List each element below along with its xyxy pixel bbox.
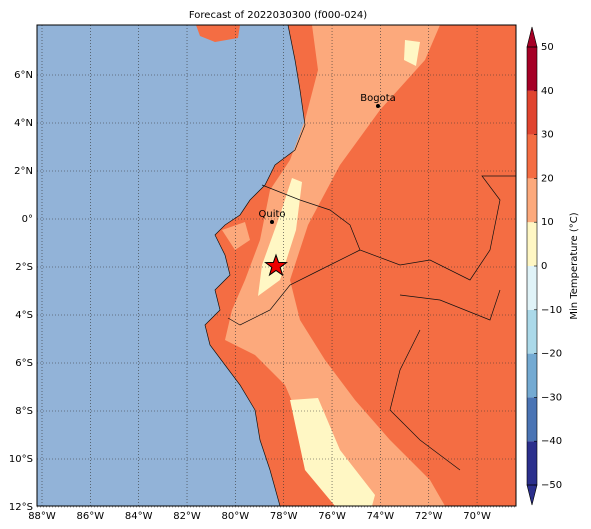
country-border bbox=[261, 175, 516, 281]
colorbar-segment bbox=[527, 178, 537, 223]
city-label: Bogota bbox=[360, 93, 396, 104]
colorbar-segment bbox=[527, 353, 537, 398]
temp-region bbox=[404, 40, 420, 66]
city-bogota: Bogota bbox=[360, 93, 396, 108]
y-tick-label: 4°N bbox=[14, 118, 33, 129]
colorbar-segment bbox=[527, 441, 537, 485]
title: Forecast of 2022030300 (f000-024) bbox=[189, 10, 367, 21]
colorbar-tick-label: 10 bbox=[541, 217, 554, 228]
land bbox=[205, 25, 516, 506]
colorbar-tick-label: 40 bbox=[541, 86, 554, 97]
x-tick-label: 82°W bbox=[173, 511, 201, 522]
temp-region bbox=[258, 178, 302, 296]
x-tick-label: 76°W bbox=[318, 511, 346, 522]
colorbar-extend-bottom bbox=[526, 484, 538, 506]
y-tick-label: 2°N bbox=[14, 166, 33, 177]
coastline bbox=[204, 25, 306, 506]
colorbar-segment bbox=[527, 397, 537, 442]
y-tick-label: 4°S bbox=[15, 310, 33, 321]
colorbar-segment bbox=[527, 134, 537, 179]
colorbar-segment bbox=[527, 266, 537, 310]
city-quito: Quito bbox=[258, 209, 286, 224]
colorbar-segment bbox=[527, 47, 537, 91]
colorbar-tick-label: 30 bbox=[541, 130, 554, 141]
colorbar-tick-label: −20 bbox=[541, 349, 562, 360]
colorbar-tick-label: −30 bbox=[541, 392, 562, 403]
colorbar-tick-label: 50 bbox=[541, 42, 554, 53]
graticule bbox=[37, 25, 516, 508]
map bbox=[37, 25, 516, 506]
colorbar-segment bbox=[527, 309, 537, 354]
y-tick-label: 6°N bbox=[14, 70, 33, 81]
y-tick-label: 12°S bbox=[9, 502, 33, 513]
colorbar-tick-label: −50 bbox=[541, 480, 562, 491]
country-border bbox=[227, 249, 361, 326]
x-tick-label: 86°W bbox=[77, 511, 105, 522]
x-tick-label: 78°W bbox=[270, 511, 298, 522]
y-tick-label: 2°S bbox=[15, 262, 33, 273]
colorbar-segment bbox=[527, 222, 537, 266]
country-border bbox=[389, 289, 501, 471]
colorbar-tick-label: −40 bbox=[541, 436, 562, 447]
y-tick-label: 6°S bbox=[15, 358, 33, 369]
temp-region bbox=[222, 222, 250, 250]
city-label: Quito bbox=[258, 209, 285, 220]
colorbar-tick-label: 20 bbox=[541, 173, 554, 184]
colorbar-extend-top bbox=[526, 26, 538, 48]
x-tick-label: 88°W bbox=[28, 511, 56, 522]
city-marker bbox=[270, 220, 274, 224]
colorbar-segment bbox=[527, 90, 537, 135]
map-frame bbox=[36, 24, 517, 507]
x-tick-label: 74°W bbox=[367, 511, 395, 522]
location-star bbox=[264, 253, 288, 277]
colorbar-tick-label: 0 bbox=[541, 261, 547, 272]
x-tick-label: 70°W bbox=[463, 511, 491, 522]
temp-region bbox=[290, 398, 375, 506]
y-tick-label: 0° bbox=[22, 214, 33, 225]
colorbar: −50 −40 −30 −20 −10 0 10 20 30 40 50 bbox=[526, 26, 562, 506]
colorbar-label: Min Temperature (°C) bbox=[569, 212, 580, 319]
x-tick-label: 80°W bbox=[222, 511, 250, 522]
city-marker bbox=[376, 104, 380, 108]
y-tick-label: 8°S bbox=[15, 406, 33, 417]
colorbar-tick-label: −10 bbox=[541, 305, 562, 316]
land bbox=[196, 25, 240, 42]
x-tick-label: 84°W bbox=[125, 511, 153, 522]
x-tick-label: 72°W bbox=[415, 511, 443, 522]
y-tick-label: 10°S bbox=[9, 454, 33, 465]
